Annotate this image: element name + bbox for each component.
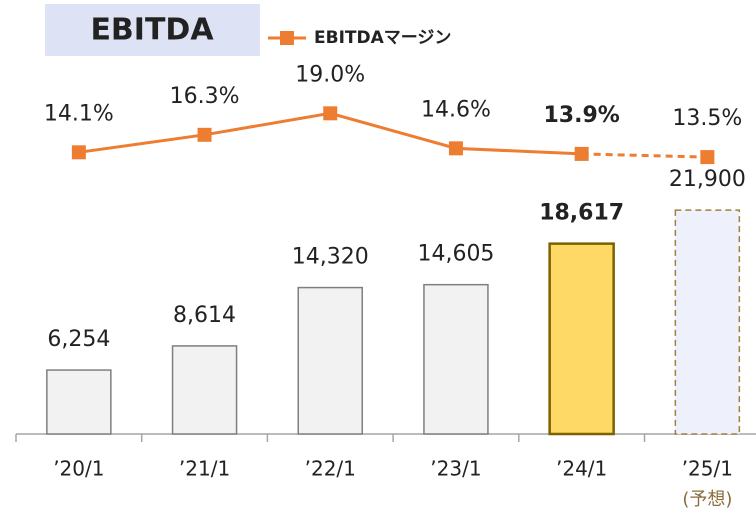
bar-value-label: 14,605	[417, 242, 494, 267]
x-tick-label: ’22/1	[305, 457, 356, 481]
margin-value-label: 14.6%	[421, 97, 491, 122]
bar-value-label: 21,900	[669, 167, 746, 192]
margin-line-forecast	[581, 152, 708, 159]
bar-value-label: 6,254	[47, 327, 110, 352]
x-tick-label: ’24/1	[556, 457, 607, 481]
bar	[46, 369, 112, 435]
bar	[674, 209, 741, 435]
margin-value-label: 19.0%	[295, 62, 365, 87]
x-tick-label: ’23/1	[430, 457, 481, 481]
bar	[548, 242, 615, 436]
bar-value-label: 14,320	[292, 245, 369, 270]
title-box	[45, 4, 260, 56]
margin-value-label: 14.1%	[44, 101, 114, 126]
bar	[297, 286, 363, 435]
x-tick-label: ’21/1	[179, 457, 230, 481]
forecast-note: (予想)	[682, 489, 732, 510]
margin-value-label: 13.9%	[543, 103, 619, 128]
bar-value-label: 18,617	[539, 201, 624, 226]
margin-marker	[71, 145, 86, 160]
margin-marker	[700, 150, 715, 165]
x-tick-label: ’20/1	[53, 457, 104, 481]
bar	[423, 283, 489, 435]
margin-value-label: 13.5%	[672, 106, 742, 131]
bar-value-label: 8,614	[173, 303, 236, 328]
margin-marker	[197, 127, 212, 142]
chart-title: EBITDA	[90, 13, 214, 48]
margin-value-label: 16.3%	[170, 84, 240, 109]
margin-marker	[448, 141, 463, 156]
margin-marker	[574, 146, 589, 161]
x-tick-label: ’25/1	[682, 457, 733, 481]
legend-marker	[280, 31, 294, 45]
bar	[171, 345, 238, 435]
legend-label: EBITDAマージン	[314, 28, 451, 48]
margin-marker	[323, 106, 338, 121]
